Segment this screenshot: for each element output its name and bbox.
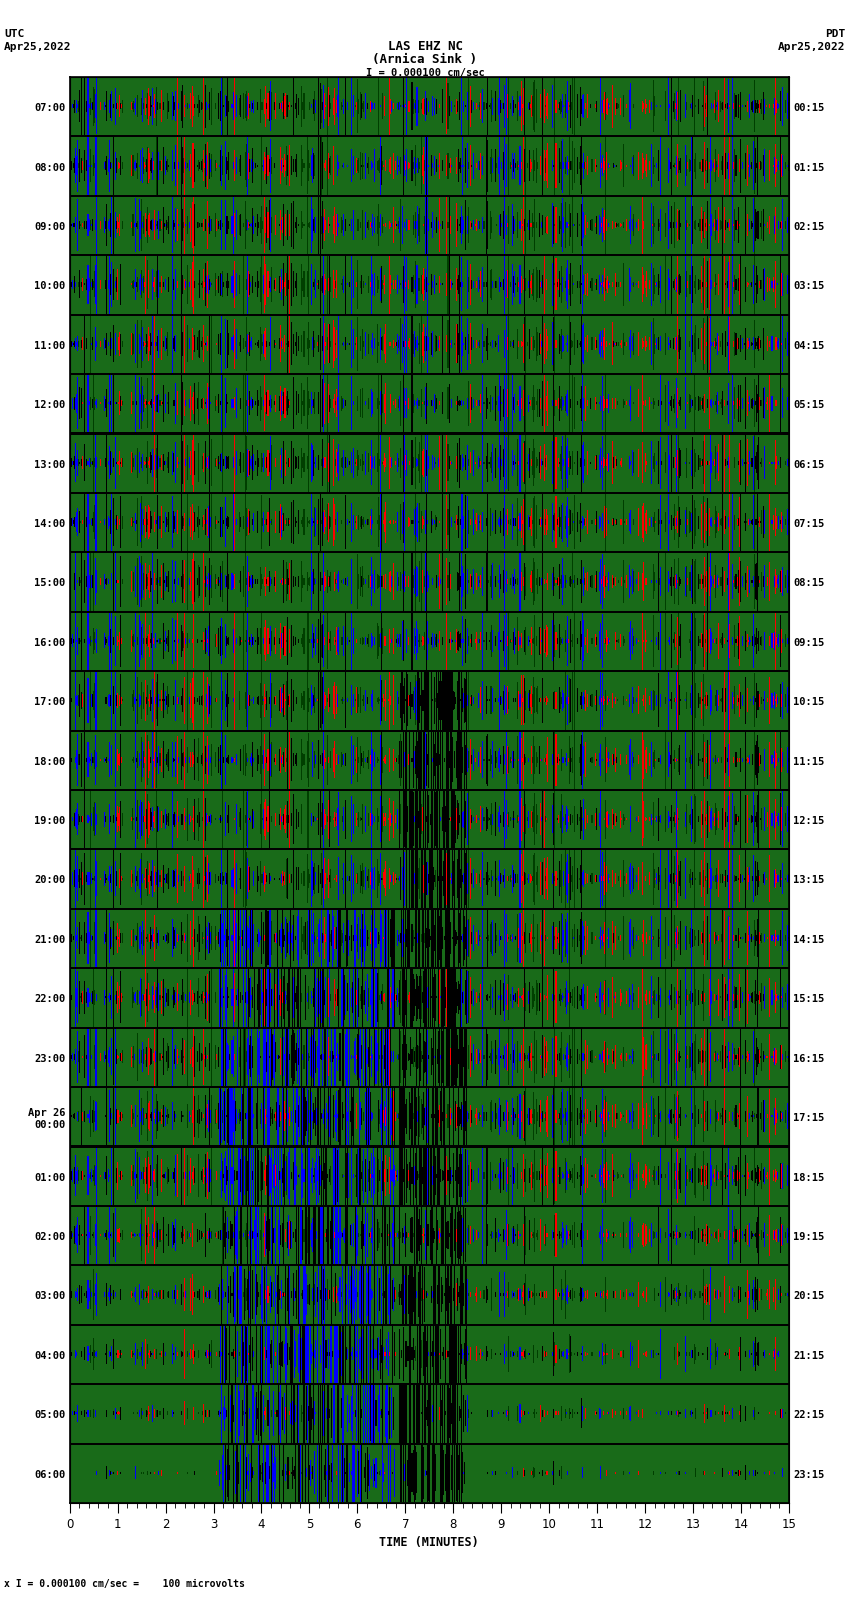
- X-axis label: TIME (MINUTES): TIME (MINUTES): [379, 1537, 479, 1550]
- Text: LAS EHZ NC: LAS EHZ NC: [388, 40, 462, 53]
- Text: Apr25,2022: Apr25,2022: [779, 42, 846, 52]
- Text: Apr25,2022: Apr25,2022: [4, 42, 71, 52]
- Text: PDT: PDT: [825, 29, 846, 39]
- Text: UTC: UTC: [4, 29, 25, 39]
- Text: (Arnica Sink ): (Arnica Sink ): [372, 53, 478, 66]
- Text: I = 0.000100 cm/sec: I = 0.000100 cm/sec: [366, 68, 484, 77]
- Text: x I = 0.000100 cm/sec =    100 microvolts: x I = 0.000100 cm/sec = 100 microvolts: [4, 1579, 245, 1589]
